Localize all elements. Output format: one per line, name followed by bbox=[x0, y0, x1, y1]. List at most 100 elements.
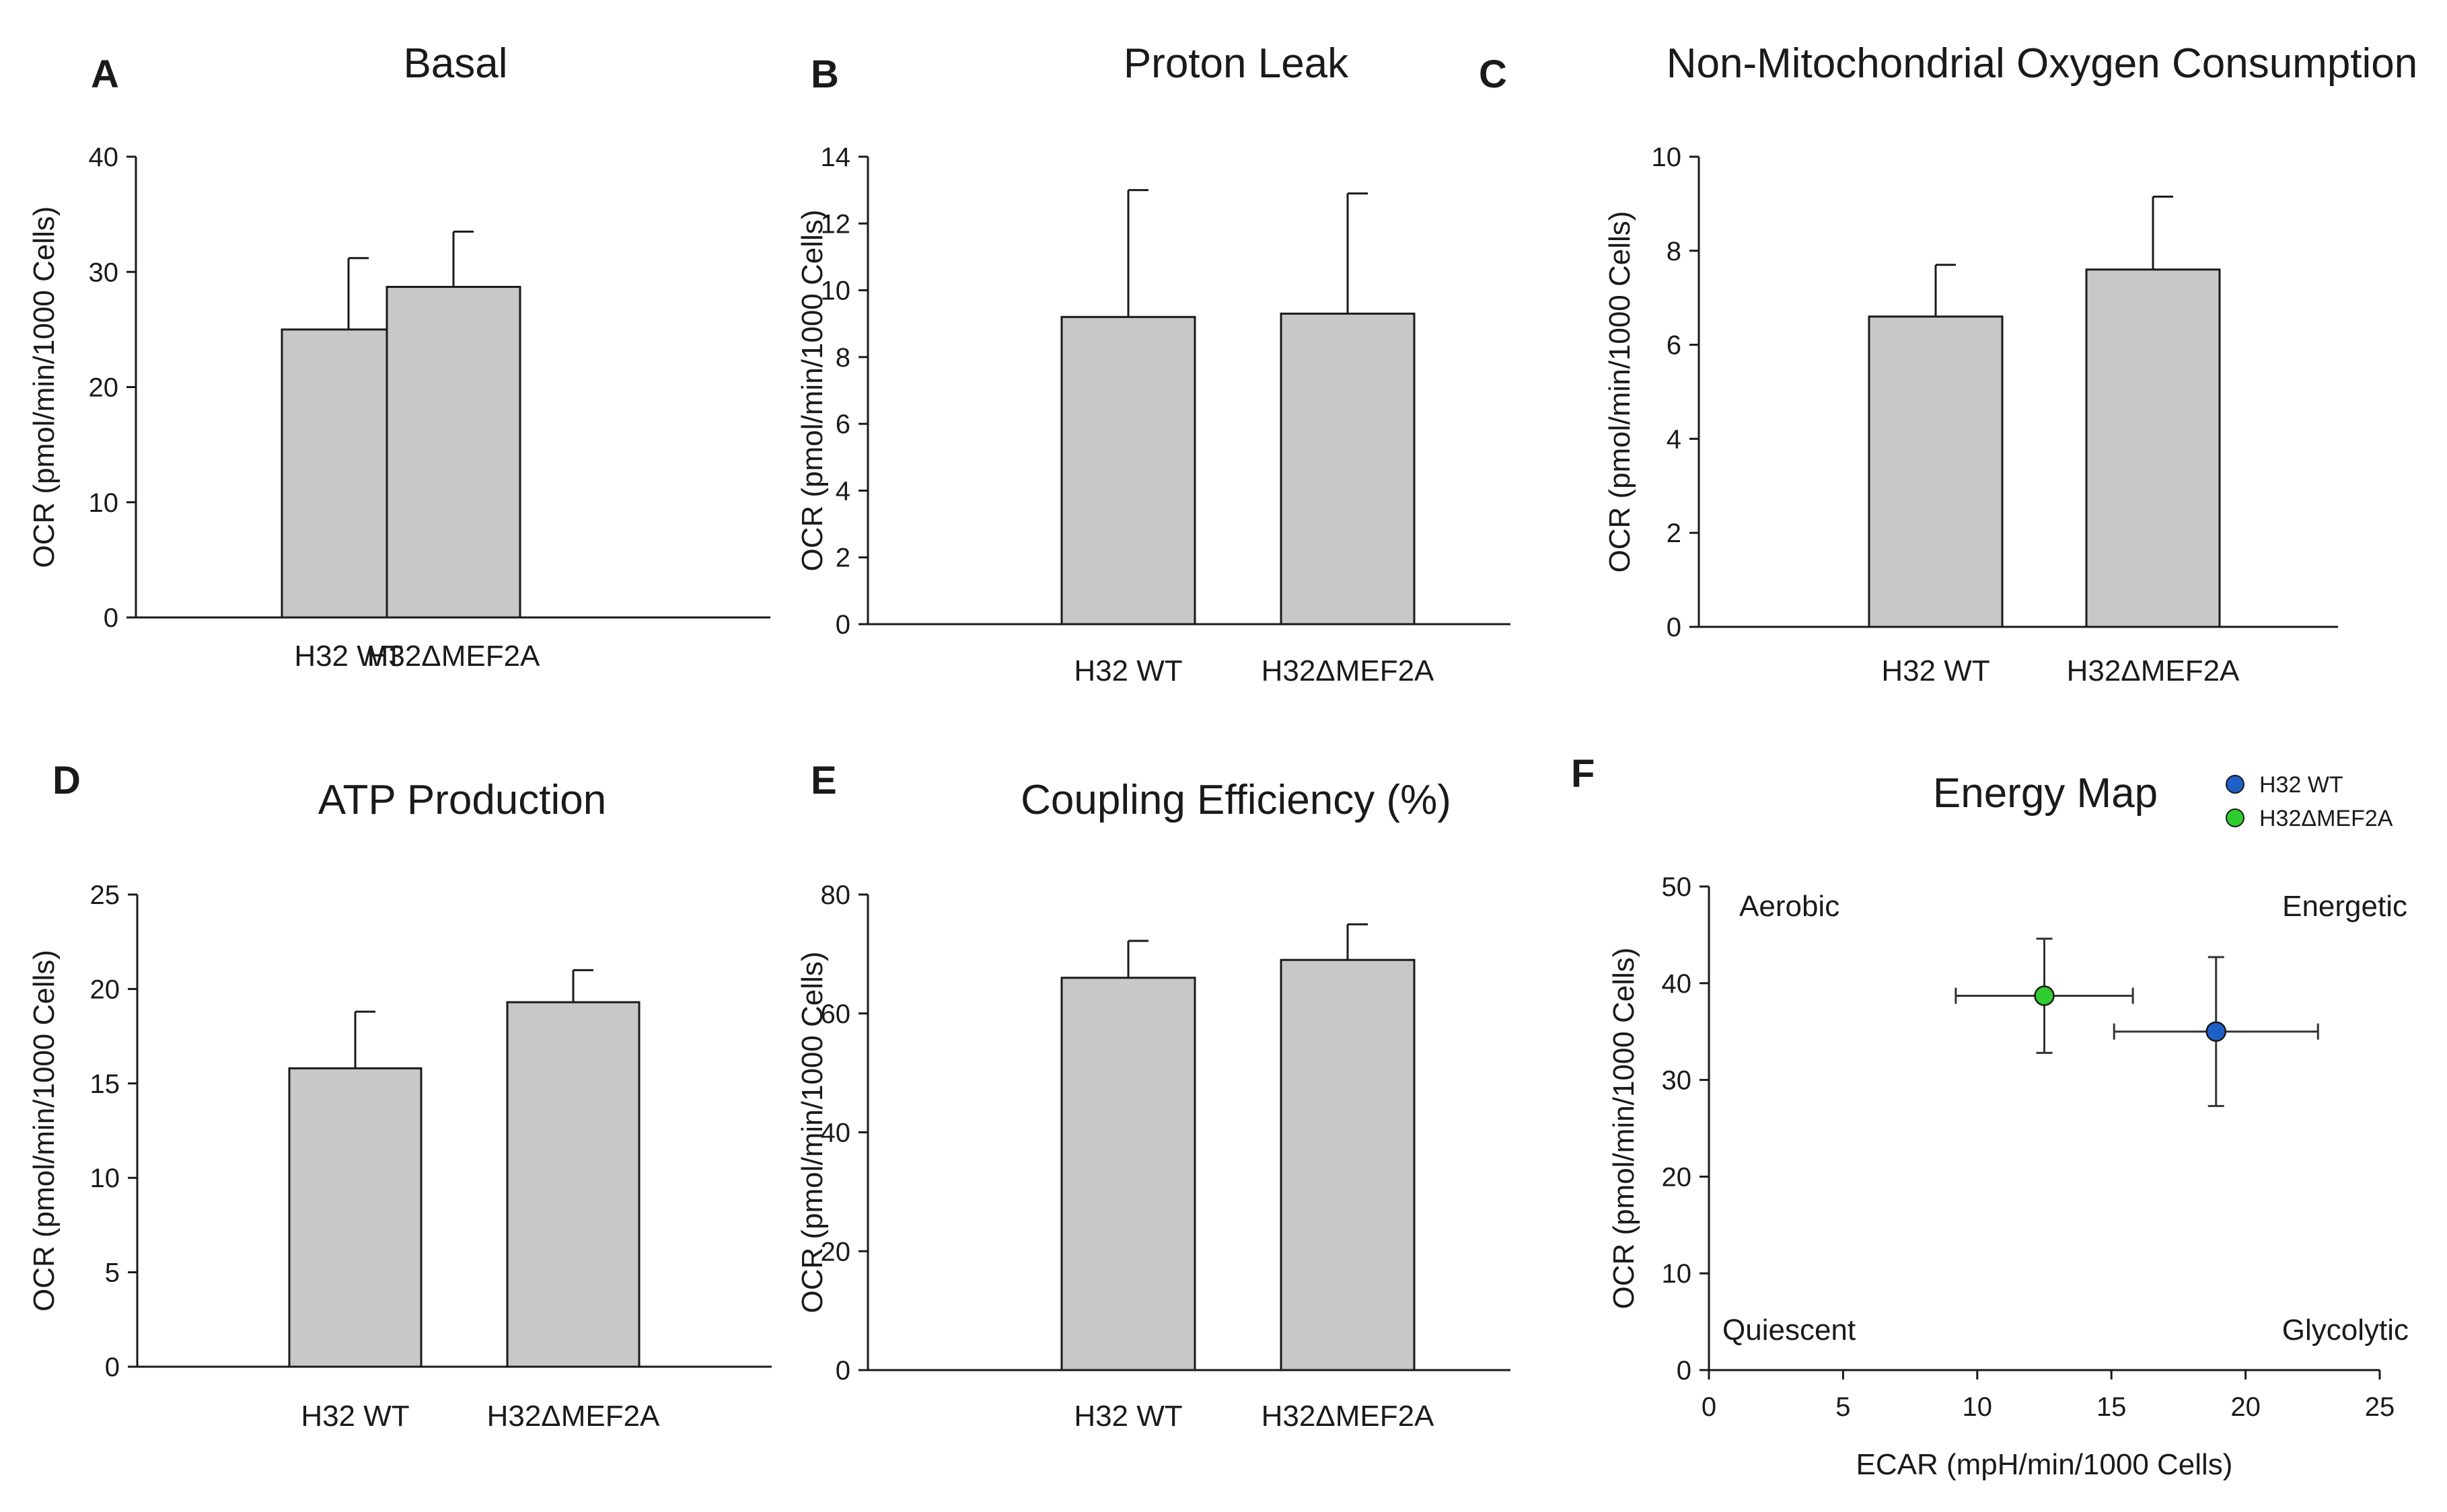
category-label: H32ΔMEF2A bbox=[487, 1400, 660, 1433]
bar-1 bbox=[1868, 315, 2004, 628]
x-tick-label: 10 bbox=[1963, 1392, 1993, 1422]
y-tick-label: 2 bbox=[1667, 519, 1681, 548]
y-tick-label: 12 bbox=[821, 209, 851, 239]
chart-title: Basal bbox=[403, 40, 507, 87]
legend-label-1: H32 WT bbox=[2259, 772, 2343, 798]
category-label: H32ΔMEF2A bbox=[2067, 654, 2240, 687]
y-tick-label: 30 bbox=[1662, 1066, 1692, 1096]
y-tick-label: 10 bbox=[821, 276, 851, 306]
y-tick-label: 8 bbox=[1667, 237, 1681, 266]
category-label: H32ΔMEF2A bbox=[1262, 1400, 1434, 1433]
y-tick-label: 0 bbox=[1667, 613, 1681, 642]
y-tick-label: 8 bbox=[836, 343, 850, 373]
legend-marker-1 bbox=[2226, 775, 2244, 794]
chart-title: Proton Leak bbox=[1124, 40, 1349, 87]
category-label: H32 WT bbox=[294, 640, 402, 673]
x-tick-label: 0 bbox=[1702, 1392, 1716, 1422]
category-label: H32 WT bbox=[1074, 1400, 1182, 1433]
y-tick-label: 30 bbox=[89, 258, 119, 287]
quadrant-label-top-right: Energetic bbox=[2282, 890, 2407, 923]
y-tick-label: 25 bbox=[90, 880, 120, 910]
y-tick-label: 50 bbox=[1662, 872, 1692, 902]
y-tick-label: 20 bbox=[89, 373, 119, 403]
y-tick-label: 14 bbox=[821, 143, 851, 172]
y-axis-label: OCR (pmol/min/1000 Cells) bbox=[796, 952, 829, 1314]
y-tick-label: 10 bbox=[90, 1164, 120, 1193]
y-axis-label: OCR (pmol/min/1000 Cells) bbox=[1607, 948, 1640, 1310]
panel-e: E Coupling Efficiency (%) 0 20 40 60 80 OCR (pm… bbox=[796, 759, 1510, 1433]
panel-letter: D bbox=[52, 759, 81, 802]
panel-letter: C bbox=[1479, 52, 1507, 96]
data-point bbox=[2034, 985, 2055, 1006]
y-tick-label: 4 bbox=[1667, 424, 1681, 454]
quadrant-label-top-left: Aerobic bbox=[1739, 890, 1839, 923]
category-label: H32 WT bbox=[1074, 654, 1182, 687]
y-tick-label: 20 bbox=[90, 975, 120, 1004]
chart-title: ATP Production bbox=[318, 777, 607, 823]
category-label: H32 WT bbox=[1881, 654, 1989, 687]
y-tick-label: 6 bbox=[836, 410, 850, 439]
chart-title: Energy Map bbox=[1933, 770, 2158, 817]
x-tick-label: 15 bbox=[2096, 1392, 2127, 1422]
category-label: H32 WT bbox=[301, 1400, 409, 1433]
data-point bbox=[2205, 1021, 2226, 1042]
bar-2 bbox=[506, 1001, 641, 1368]
y-tick-label: 20 bbox=[821, 1237, 851, 1267]
panel-letter: F bbox=[1571, 752, 1595, 796]
panel-letter: B bbox=[811, 52, 839, 96]
category-label: H32ΔMEF2A bbox=[367, 640, 540, 673]
panel-letter: A bbox=[91, 52, 119, 96]
bar-2 bbox=[1280, 312, 1416, 626]
bar-2 bbox=[2085, 268, 2221, 628]
chart-title: Non-Mitochondrial Oxygen Consumption bbox=[1667, 40, 2418, 87]
y-tick-label: 60 bbox=[821, 999, 851, 1029]
panel-letter: E bbox=[811, 759, 837, 802]
x-tick-label: 20 bbox=[2230, 1392, 2261, 1422]
series-point-2 bbox=[1955, 938, 2134, 1054]
y-tick-label: 40 bbox=[821, 1119, 851, 1148]
panel-c: C Non-Mitochondrial Oxygen Consumption 0 2 4… bbox=[1479, 40, 2417, 687]
y-axis-label: OCR (pmol/min/1000 Cells) bbox=[28, 206, 61, 568]
quadrant-label-bottom-left: Quiescent bbox=[1722, 1314, 1856, 1347]
y-tick-label: 40 bbox=[89, 143, 119, 172]
x-tick-label: 25 bbox=[2365, 1392, 2395, 1422]
legend-marker-2 bbox=[2226, 808, 2244, 827]
y-tick-label: 6 bbox=[1667, 331, 1681, 361]
y-tick-label: 5 bbox=[105, 1258, 120, 1288]
y-tick-label: 0 bbox=[105, 1353, 120, 1382]
y-tick-label: 0 bbox=[836, 610, 850, 640]
y-tick-label: 15 bbox=[90, 1069, 120, 1099]
panel-f: F Energy Map 0 10 20 30 40 50 0 5 10 15 20 25 OCR (pmo… bbox=[1571, 752, 2409, 1481]
legend: H32 WT H32ΔMEF2A bbox=[2226, 772, 2393, 831]
y-tick-label: 20 bbox=[1662, 1162, 1692, 1192]
legend-label-2: H32ΔMEF2A bbox=[2259, 806, 2393, 831]
y-tick-label: 10 bbox=[1662, 1259, 1692, 1289]
category-label: H32ΔMEF2A bbox=[1262, 654, 1434, 687]
x-tick-label: 5 bbox=[1835, 1392, 1850, 1422]
x-axis-label: ECAR (mpH/min/1000 Cells) bbox=[1856, 1448, 2233, 1481]
y-tick-label: 0 bbox=[1677, 1356, 1691, 1386]
bar-1 bbox=[1060, 315, 1196, 626]
panel-b: B Proton Leak 0 2 4 6 8 10 12 14 OCR (pmol/min/100… bbox=[796, 40, 1510, 687]
panel-d: D ATP Production 0 5 10 15 20 25 OCR (pmol/min/1… bbox=[28, 759, 772, 1433]
y-tick-label: 10 bbox=[89, 488, 119, 518]
bar-2 bbox=[1280, 958, 1416, 1371]
bar-1 bbox=[1060, 977, 1196, 1371]
y-tick-label: 40 bbox=[1662, 969, 1692, 999]
y-tick-label: 2 bbox=[836, 543, 850, 573]
y-tick-label: 10 bbox=[1652, 143, 1682, 172]
y-tick-label: 0 bbox=[104, 603, 118, 633]
y-axis-label: OCR (pmol/min/1000 Cells) bbox=[1603, 211, 1636, 573]
panel-a: A Basal 0 10 20 30 40 OCR (pmol/min/1000 Cells)… bbox=[28, 40, 770, 673]
y-axis-label: OCR (pmol/min/1000 Cells) bbox=[28, 950, 61, 1312]
y-tick-label: 0 bbox=[836, 1356, 850, 1386]
series-point-1 bbox=[2113, 956, 2319, 1107]
bar-1 bbox=[288, 1067, 423, 1368]
bar-2 bbox=[386, 286, 521, 619]
y-tick-label: 4 bbox=[836, 476, 850, 506]
y-tick-label: 80 bbox=[821, 880, 851, 910]
quadrant-label-bottom-right: Glycolytic bbox=[2282, 1314, 2409, 1347]
y-axis-label: OCR (pmol/min/1000 Cells) bbox=[796, 210, 829, 572]
chart-title: Coupling Efficiency (%) bbox=[1021, 777, 1451, 823]
